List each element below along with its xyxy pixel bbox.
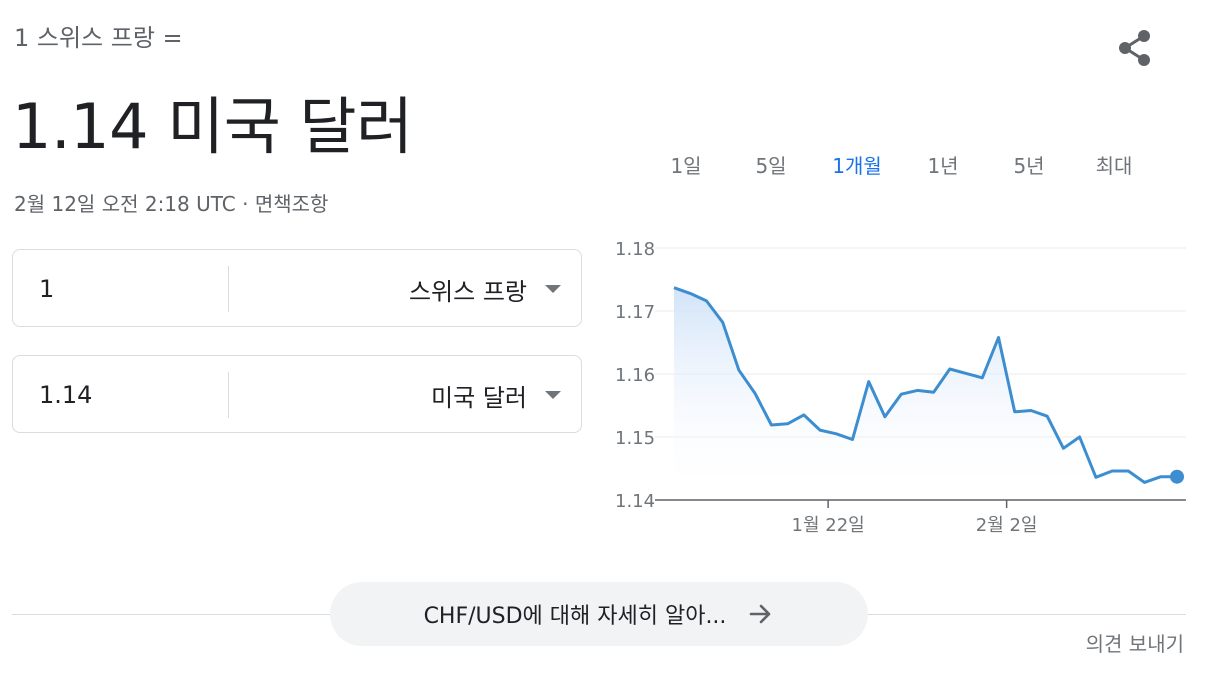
conversion-result: 1.14 미국 달러	[12, 90, 413, 163]
learn-more-button[interactable]: CHF/USD에 대해 자세히 알아...	[330, 582, 868, 646]
divider-right	[868, 614, 1186, 615]
to-currency-label: 미국 달러	[431, 383, 527, 412]
tab-5y[interactable]: 5년	[1013, 154, 1045, 178]
y-tick-label: 1.15	[615, 428, 655, 449]
from-currency-label: 스위스 프랑	[408, 277, 527, 306]
disclaimer-link[interactable]: 면책조항	[254, 192, 329, 216]
from-currency-select[interactable]: 스위스 프랑	[409, 250, 561, 328]
divider	[228, 372, 229, 418]
tab-1m[interactable]: 1개월	[832, 154, 882, 178]
to-currency-select[interactable]: 미국 달러	[431, 356, 561, 434]
to-currency-row: 미국 달러	[12, 355, 582, 434]
y-tick-label: 1.16	[615, 365, 655, 386]
timestamp-text: 2월 12일 오전 2:18 UTC ·	[14, 192, 255, 216]
feedback-link[interactable]: 의견 보내기	[1085, 632, 1184, 656]
y-tick-label: 1.17	[615, 302, 655, 323]
series-line	[673, 286, 1177, 484]
tab-max[interactable]: 최대	[1095, 154, 1133, 178]
learn-more-label: CHF/USD에 대해 자세히 알아...	[423, 604, 727, 629]
share-icon[interactable]	[1114, 26, 1158, 70]
arrow-right-icon	[750, 604, 771, 624]
dropdown-arrow-icon	[545, 285, 561, 293]
tab-1y[interactable]: 1년	[927, 154, 959, 178]
y-tick-label: 1.14	[615, 491, 655, 512]
x-tick-label: 2월 2일	[976, 515, 1038, 536]
divider-left	[12, 614, 330, 615]
to-amount-input[interactable]	[39, 356, 219, 434]
x-tick-label: 1월 22일	[792, 515, 865, 536]
range-tabs: 1일 5일 1개월 1년 5년 최대	[648, 148, 1168, 184]
tab-1d[interactable]: 1일	[670, 154, 702, 178]
dropdown-arrow-icon	[545, 391, 561, 399]
divider	[228, 266, 229, 312]
from-amount-input[interactable]	[39, 250, 219, 328]
last-point-marker	[1170, 469, 1184, 484]
tab-5d[interactable]: 5일	[755, 154, 787, 178]
y-tick-label: 1.18	[615, 239, 655, 260]
timestamp: 2월 12일 오전 2:18 UTC · 면책조항	[14, 188, 328, 217]
subtitle: 1 스위스 프랑 =	[14, 24, 183, 52]
chart-area	[674, 287, 1177, 500]
from-currency-row: 스위스 프랑	[12, 249, 582, 328]
